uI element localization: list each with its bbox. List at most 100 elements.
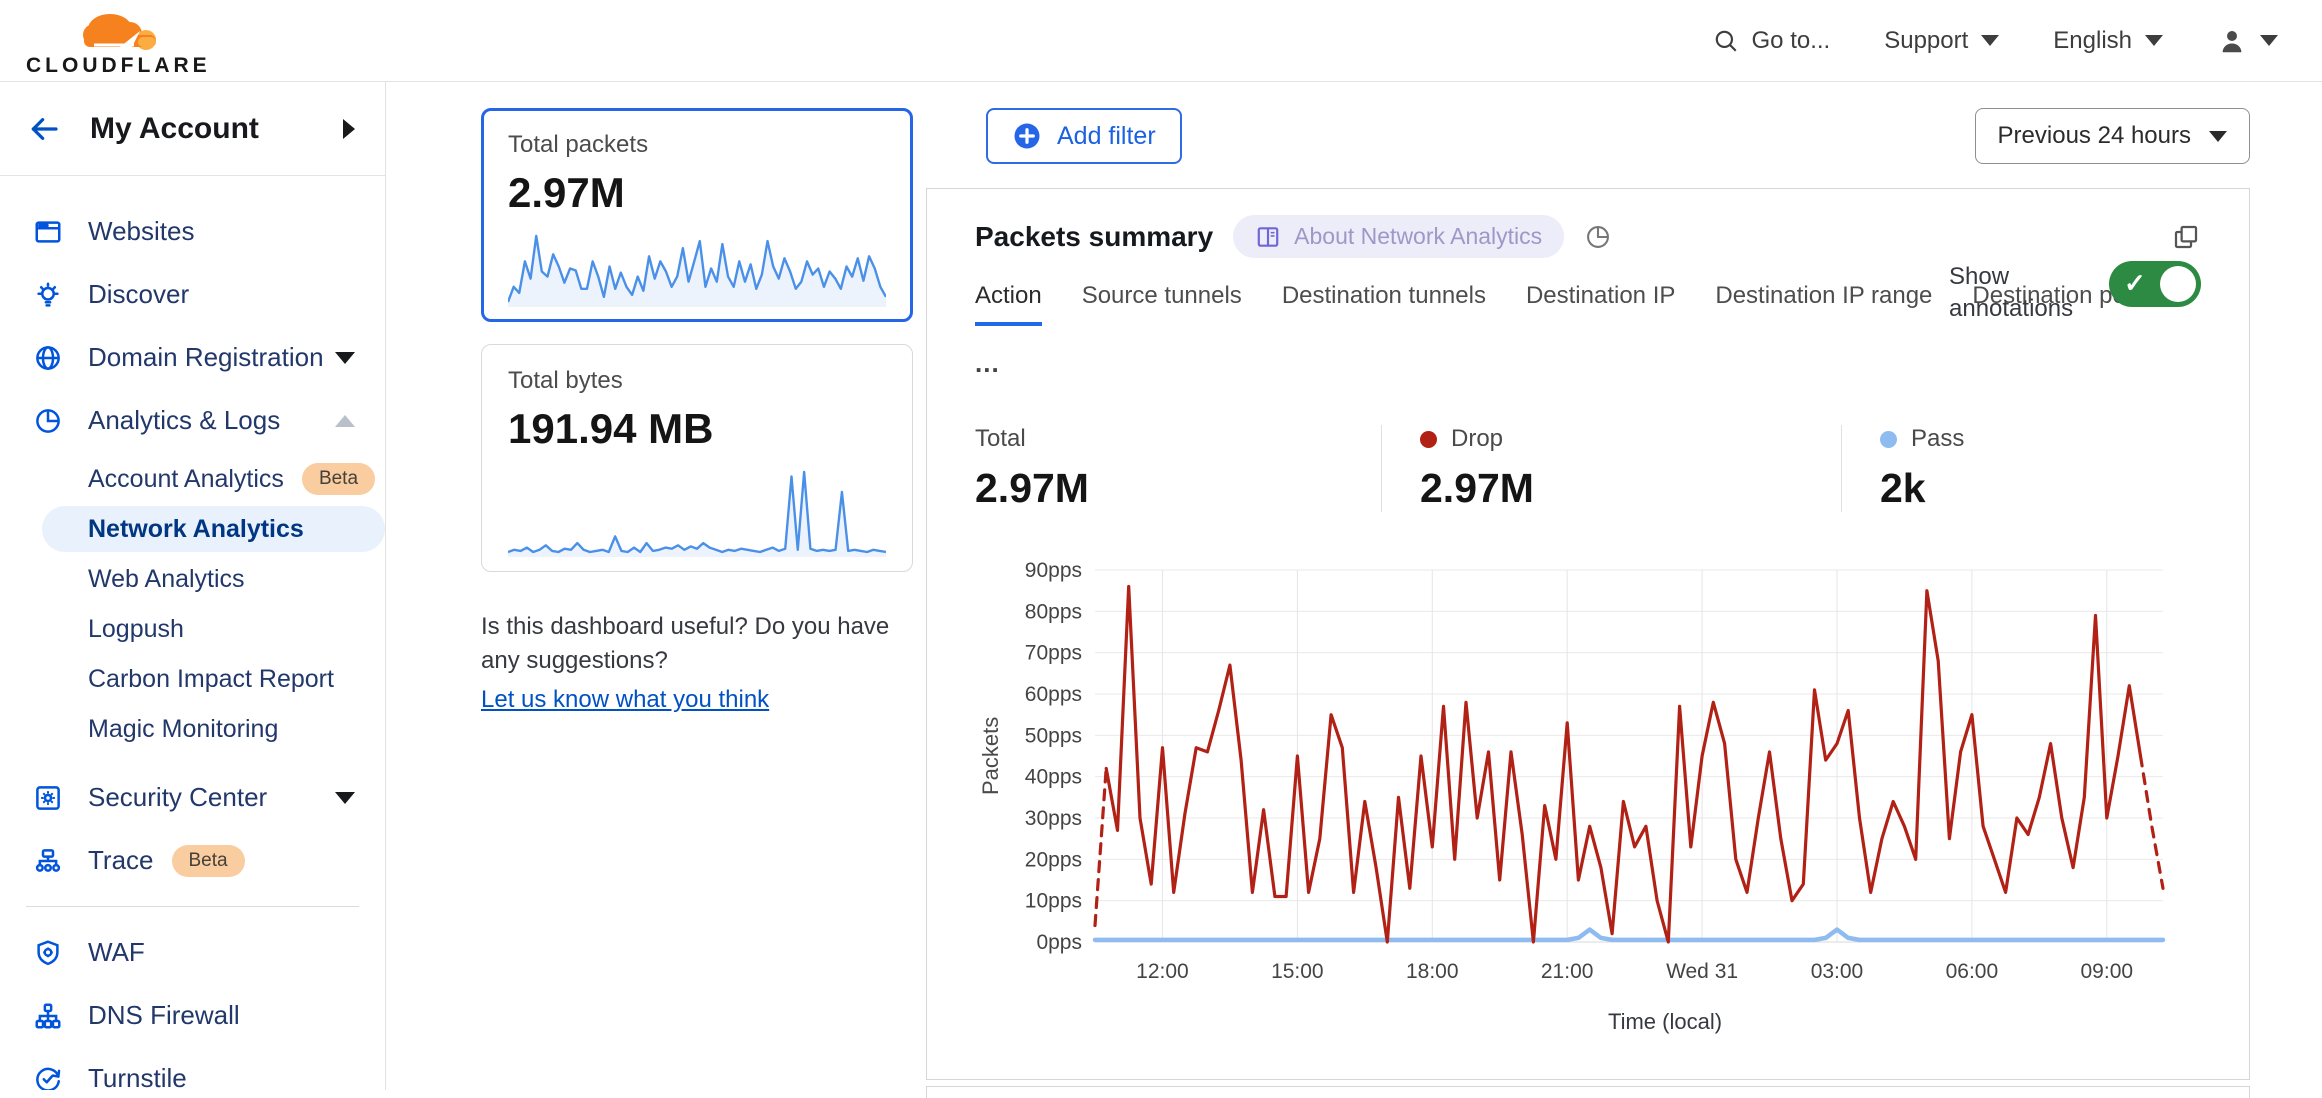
annotations-control: Show annotations	[1949, 261, 2201, 326]
hierarchy-icon	[30, 1001, 66, 1031]
tab-destination-ip-range[interactable]: Destination IP range	[1715, 282, 1932, 326]
sidebar-item-turnstile[interactable]: Turnstile	[0, 1047, 385, 1090]
sidebar-item-label: Analytics & Logs	[88, 405, 280, 436]
svg-text:21:00: 21:00	[1541, 960, 1594, 983]
sidebar-item-dns-firewall[interactable]: DNS Firewall	[0, 984, 385, 1047]
sidebar-item-domain-registration[interactable]: Domain Registration	[0, 326, 385, 389]
tab-action[interactable]: Action	[975, 282, 1042, 326]
support-menu[interactable]: Support	[1884, 27, 1999, 55]
sidebar-item-analytics-logs[interactable]: Analytics & Logs	[0, 389, 385, 452]
sidebar: My Account Websites Discover	[0, 82, 386, 1090]
chevron-down-icon	[335, 792, 355, 804]
account-menu[interactable]	[2217, 26, 2278, 56]
account-title: My Account	[90, 112, 343, 146]
trace-icon	[30, 846, 66, 876]
goto-label: Go to...	[1752, 27, 1831, 55]
chevron-right-icon[interactable]	[343, 119, 355, 139]
svg-text:40pps: 40pps	[1025, 766, 1082, 789]
beta-badge: Beta	[172, 845, 245, 877]
bytes-sparkline-chart	[508, 465, 886, 557]
about-badge-label: About Network Analytics	[1294, 223, 1542, 250]
sidebar-item-label: Account Analytics	[88, 465, 284, 494]
sidebar-item-label: Discover	[88, 279, 189, 310]
sidebar-item-account-analytics[interactable]: Account Analytics Beta	[0, 456, 385, 502]
chevron-down-icon	[2145, 35, 2163, 46]
metric-value: 2.97M	[508, 169, 886, 217]
svg-text:03:00: 03:00	[1811, 960, 1864, 983]
svg-text:70pps: 70pps	[1025, 642, 1082, 665]
goto-search[interactable]: Go to...	[1713, 27, 1831, 55]
stat-label: Total	[975, 425, 1026, 453]
pie-chart-icon[interactable]	[1584, 223, 1612, 251]
tab-destination-ip[interactable]: Destination IP	[1526, 282, 1675, 326]
about-network-analytics-badge[interactable]: About Network Analytics	[1233, 215, 1564, 258]
total-bytes-card[interactable]: Total bytes 191.94 MB	[481, 344, 913, 572]
sidebar-item-label: WAF	[88, 937, 145, 968]
sidebar-item-label: Logpush	[88, 615, 184, 644]
expand-panel-button[interactable]	[2171, 222, 2201, 252]
add-filter-button[interactable]: Add filter	[986, 108, 1182, 164]
back-arrow-icon[interactable]	[28, 113, 60, 145]
plus-circle-icon	[1012, 121, 1042, 151]
time-range-dropdown[interactable]: Previous 24 hours	[1975, 108, 2250, 164]
chevron-down-icon	[335, 352, 355, 364]
sidebar-item-label: Security Center	[88, 782, 267, 813]
stat-total: Total 2.97M	[975, 425, 1381, 512]
tab-destination-tunnels[interactable]: Destination tunnels	[1282, 282, 1486, 326]
toggle-knob	[2160, 266, 2196, 302]
sidebar-item-security-center[interactable]: Security Center	[0, 766, 385, 829]
sidebar-item-trace[interactable]: Trace Beta	[0, 829, 385, 892]
sidebar-item-label: Turnstile	[88, 1063, 187, 1090]
sidebar-item-web-analytics[interactable]: Web Analytics	[0, 556, 385, 602]
stat-drop: Drop 2.97M	[1381, 425, 1841, 512]
stats-row: Total 2.97M Drop 2.97M Pass 2k	[975, 425, 2201, 512]
beta-badge: Beta	[302, 463, 375, 495]
svg-text:20pps: 20pps	[1025, 848, 1082, 871]
show-annotations-toggle[interactable]	[2109, 261, 2201, 307]
security-center-icon	[30, 783, 66, 813]
sidebar-item-label: Carbon Impact Report	[88, 665, 334, 694]
sidebar-item-waf[interactable]: WAF	[0, 921, 385, 984]
chevron-down-icon	[2209, 131, 2227, 142]
sidebar-divider	[26, 906, 359, 907]
add-filter-label: Add filter	[1057, 122, 1156, 151]
more-tabs-button[interactable]: ...	[975, 346, 1000, 379]
sidebar-item-logpush[interactable]: Logpush	[0, 606, 385, 652]
chevron-down-icon	[1981, 35, 1999, 46]
drop-series-dot	[1420, 431, 1437, 448]
packets-line-chart: 0pps10pps20pps30pps40pps50pps60pps70pps8…	[1007, 556, 2177, 1004]
sidebar-item-network-analytics[interactable]: Network Analytics	[42, 506, 385, 552]
next-panel-edge	[926, 1086, 2250, 1098]
stat-label: Pass	[1911, 425, 1964, 453]
pass-series-dot	[1880, 431, 1897, 448]
packets-summary-panel: Packets summary About Network Analytics …	[926, 188, 2250, 1080]
globe-icon	[30, 343, 66, 373]
feedback-link[interactable]: Let us know what you think	[481, 683, 769, 717]
metric-label: Total packets	[508, 131, 886, 159]
language-menu[interactable]: English	[2053, 27, 2163, 55]
metrics-column: Total packets 2.97M Total bytes 191.94 M…	[387, 82, 926, 1090]
svg-text:50pps: 50pps	[1025, 724, 1082, 747]
svg-text:15:00: 15:00	[1271, 960, 1324, 983]
sidebar-item-discover[interactable]: Discover	[0, 263, 385, 326]
user-icon	[2217, 26, 2247, 56]
feedback-block: Is this dashboard useful? Do you have an…	[481, 610, 931, 717]
sidebar-item-magic-monitoring[interactable]: Magic Monitoring	[0, 706, 385, 752]
sidebar-item-websites[interactable]: Websites	[0, 200, 385, 263]
total-packets-card[interactable]: Total packets 2.97M	[481, 108, 913, 322]
metric-value: 191.94 MB	[508, 405, 886, 453]
sidebar-item-label: Network Analytics	[88, 515, 304, 544]
metric-label: Total bytes	[508, 367, 886, 395]
account-header: My Account	[0, 82, 385, 176]
sidebar-item-carbon-impact-report[interactable]: Carbon Impact Report	[0, 656, 385, 702]
stat-value: 2k	[1880, 465, 1964, 512]
browser-window-icon	[30, 217, 66, 247]
language-label: English	[2053, 27, 2132, 55]
stat-label: Drop	[1451, 425, 1503, 453]
cloudflare-logo[interactable]: CLOUDFLARE	[26, 5, 211, 76]
sidebar-item-label: DNS Firewall	[88, 1000, 240, 1031]
tab-source-tunnels[interactable]: Source tunnels	[1082, 282, 1242, 326]
annotations-label: Show annotations	[1949, 261, 2081, 326]
cloudflare-cloud-icon	[58, 5, 178, 53]
